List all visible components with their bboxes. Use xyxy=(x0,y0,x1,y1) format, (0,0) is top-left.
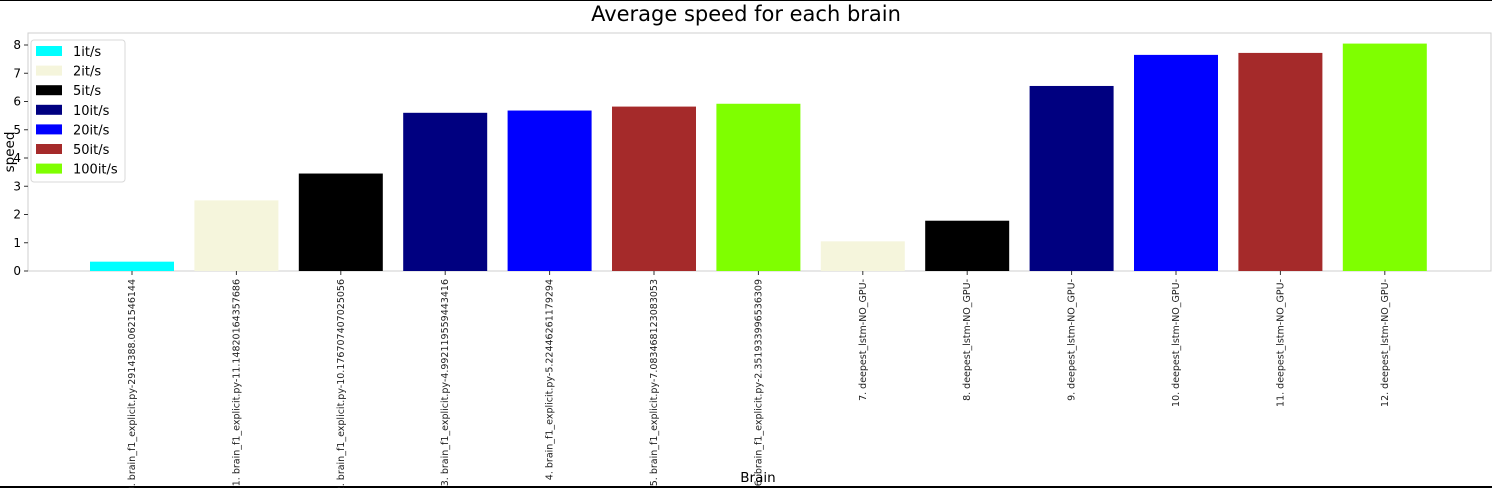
bar-6 xyxy=(716,103,801,271)
y-tick-label: 3 xyxy=(13,179,21,193)
legend-swatch xyxy=(36,124,62,135)
legend-swatch xyxy=(36,85,62,96)
x-tick-label: 10. deepest_lstm-NO_GPU- xyxy=(1171,279,1182,407)
x-tick-label: 0. brain_f1_explicit.py-2914388.06215461… xyxy=(127,279,138,488)
x-tick-label: 9. deepest_lstm-NO_GPU- xyxy=(1067,279,1078,401)
y-tick-label: 8 xyxy=(13,38,21,52)
legend-label: 100it/s xyxy=(73,163,118,178)
legend-swatch xyxy=(36,46,62,56)
legend-label: 1it/s xyxy=(73,45,101,60)
bar-10 xyxy=(1134,54,1218,272)
x-tick-label: 2. brain_f1_explicit.py-10.1767074070250… xyxy=(336,279,347,488)
x-tick-label: 6. brain_f1_explicit.py-2.35193399653630… xyxy=(753,279,764,486)
bar-3 xyxy=(403,112,488,271)
y-axis-title: speed xyxy=(2,132,18,173)
x-tick-label: 7. deepest_lstm-NO_GPU- xyxy=(858,279,869,401)
bar-5 xyxy=(612,106,696,272)
bar-0 xyxy=(90,261,174,271)
x-tick-label: 5. brain_f1_explicit.py-7.08346812308305… xyxy=(649,279,660,486)
legend-label: 2it/s xyxy=(73,65,101,80)
chart-title: Average speed for each brain xyxy=(591,2,901,26)
legend: 1it/s 2it/s 5it/s 10it/s 20it/s 50it/s 100it/s xyxy=(30,39,126,183)
bar-7 xyxy=(820,241,905,271)
y-axis: 0 1 2 3 4 5 6 7 8 xyxy=(13,38,28,278)
x-tick-label: 12. deepest_lstm-NO_GPU- xyxy=(1380,279,1391,407)
y-tick-label: 4 xyxy=(13,151,21,165)
x-axis-title: Brain xyxy=(740,470,775,486)
legend-label: 50it/s xyxy=(73,143,110,158)
legend-label: 10it/s xyxy=(73,104,110,119)
y-tick-label: 0 xyxy=(13,264,21,278)
x-tick-label: 4. brain_f1_explicit.py-5.22446261179294 xyxy=(545,279,556,480)
legend-label: 5it/s xyxy=(73,84,101,99)
legend-swatch xyxy=(36,163,62,174)
bars xyxy=(90,43,1427,272)
legend-swatch xyxy=(36,65,62,76)
bar-12 xyxy=(1342,43,1427,272)
bar-2 xyxy=(298,173,383,271)
x-tick-label: 11. deepest_lstm-NO_GPU- xyxy=(1275,279,1286,407)
x-tick-label: 8. deepest_lstm-NO_GPU- xyxy=(962,279,973,401)
bar-1 xyxy=(194,200,279,271)
legend-swatch xyxy=(36,144,62,154)
y-tick-label: 7 xyxy=(13,66,21,80)
bar-8 xyxy=(925,220,1010,271)
y-tick-label: 1 xyxy=(13,236,21,250)
legend-swatch xyxy=(36,104,62,115)
y-tick-label: 6 xyxy=(13,95,21,109)
bar-4 xyxy=(507,110,592,271)
bar-11 xyxy=(1238,52,1323,271)
x-tick-label: 3. brain_f1_explicit.py-4.99211955944341… xyxy=(440,279,451,486)
x-tick-label: 1. brain_f1_explicit.py-11.1482016435768… xyxy=(231,279,242,486)
bar-9 xyxy=(1029,85,1114,272)
x-axis: 0. brain_f1_explicit.py-2914388.06215461… xyxy=(127,271,1391,488)
legend-label: 20it/s xyxy=(73,123,110,138)
y-tick-label: 2 xyxy=(13,208,21,222)
y-tick-label: 5 xyxy=(13,123,21,137)
